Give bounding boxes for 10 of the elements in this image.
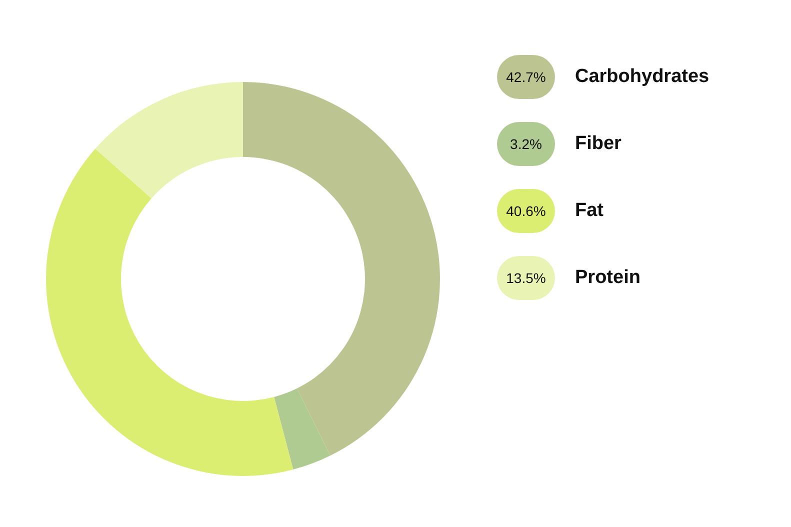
legend-label: Fat <box>575 200 604 222</box>
donut-slice <box>95 82 243 198</box>
legend-label: Carbohydrates <box>575 66 710 88</box>
donut-slice <box>46 148 294 476</box>
legend-label: Protein <box>575 267 640 289</box>
data-label: 40.6% <box>497 189 555 233</box>
data-label: 13.5% <box>497 256 555 300</box>
legend-label: Fiber <box>575 133 622 155</box>
data-label: 42.7% <box>497 55 555 99</box>
data-label: 3.2% <box>497 122 555 166</box>
